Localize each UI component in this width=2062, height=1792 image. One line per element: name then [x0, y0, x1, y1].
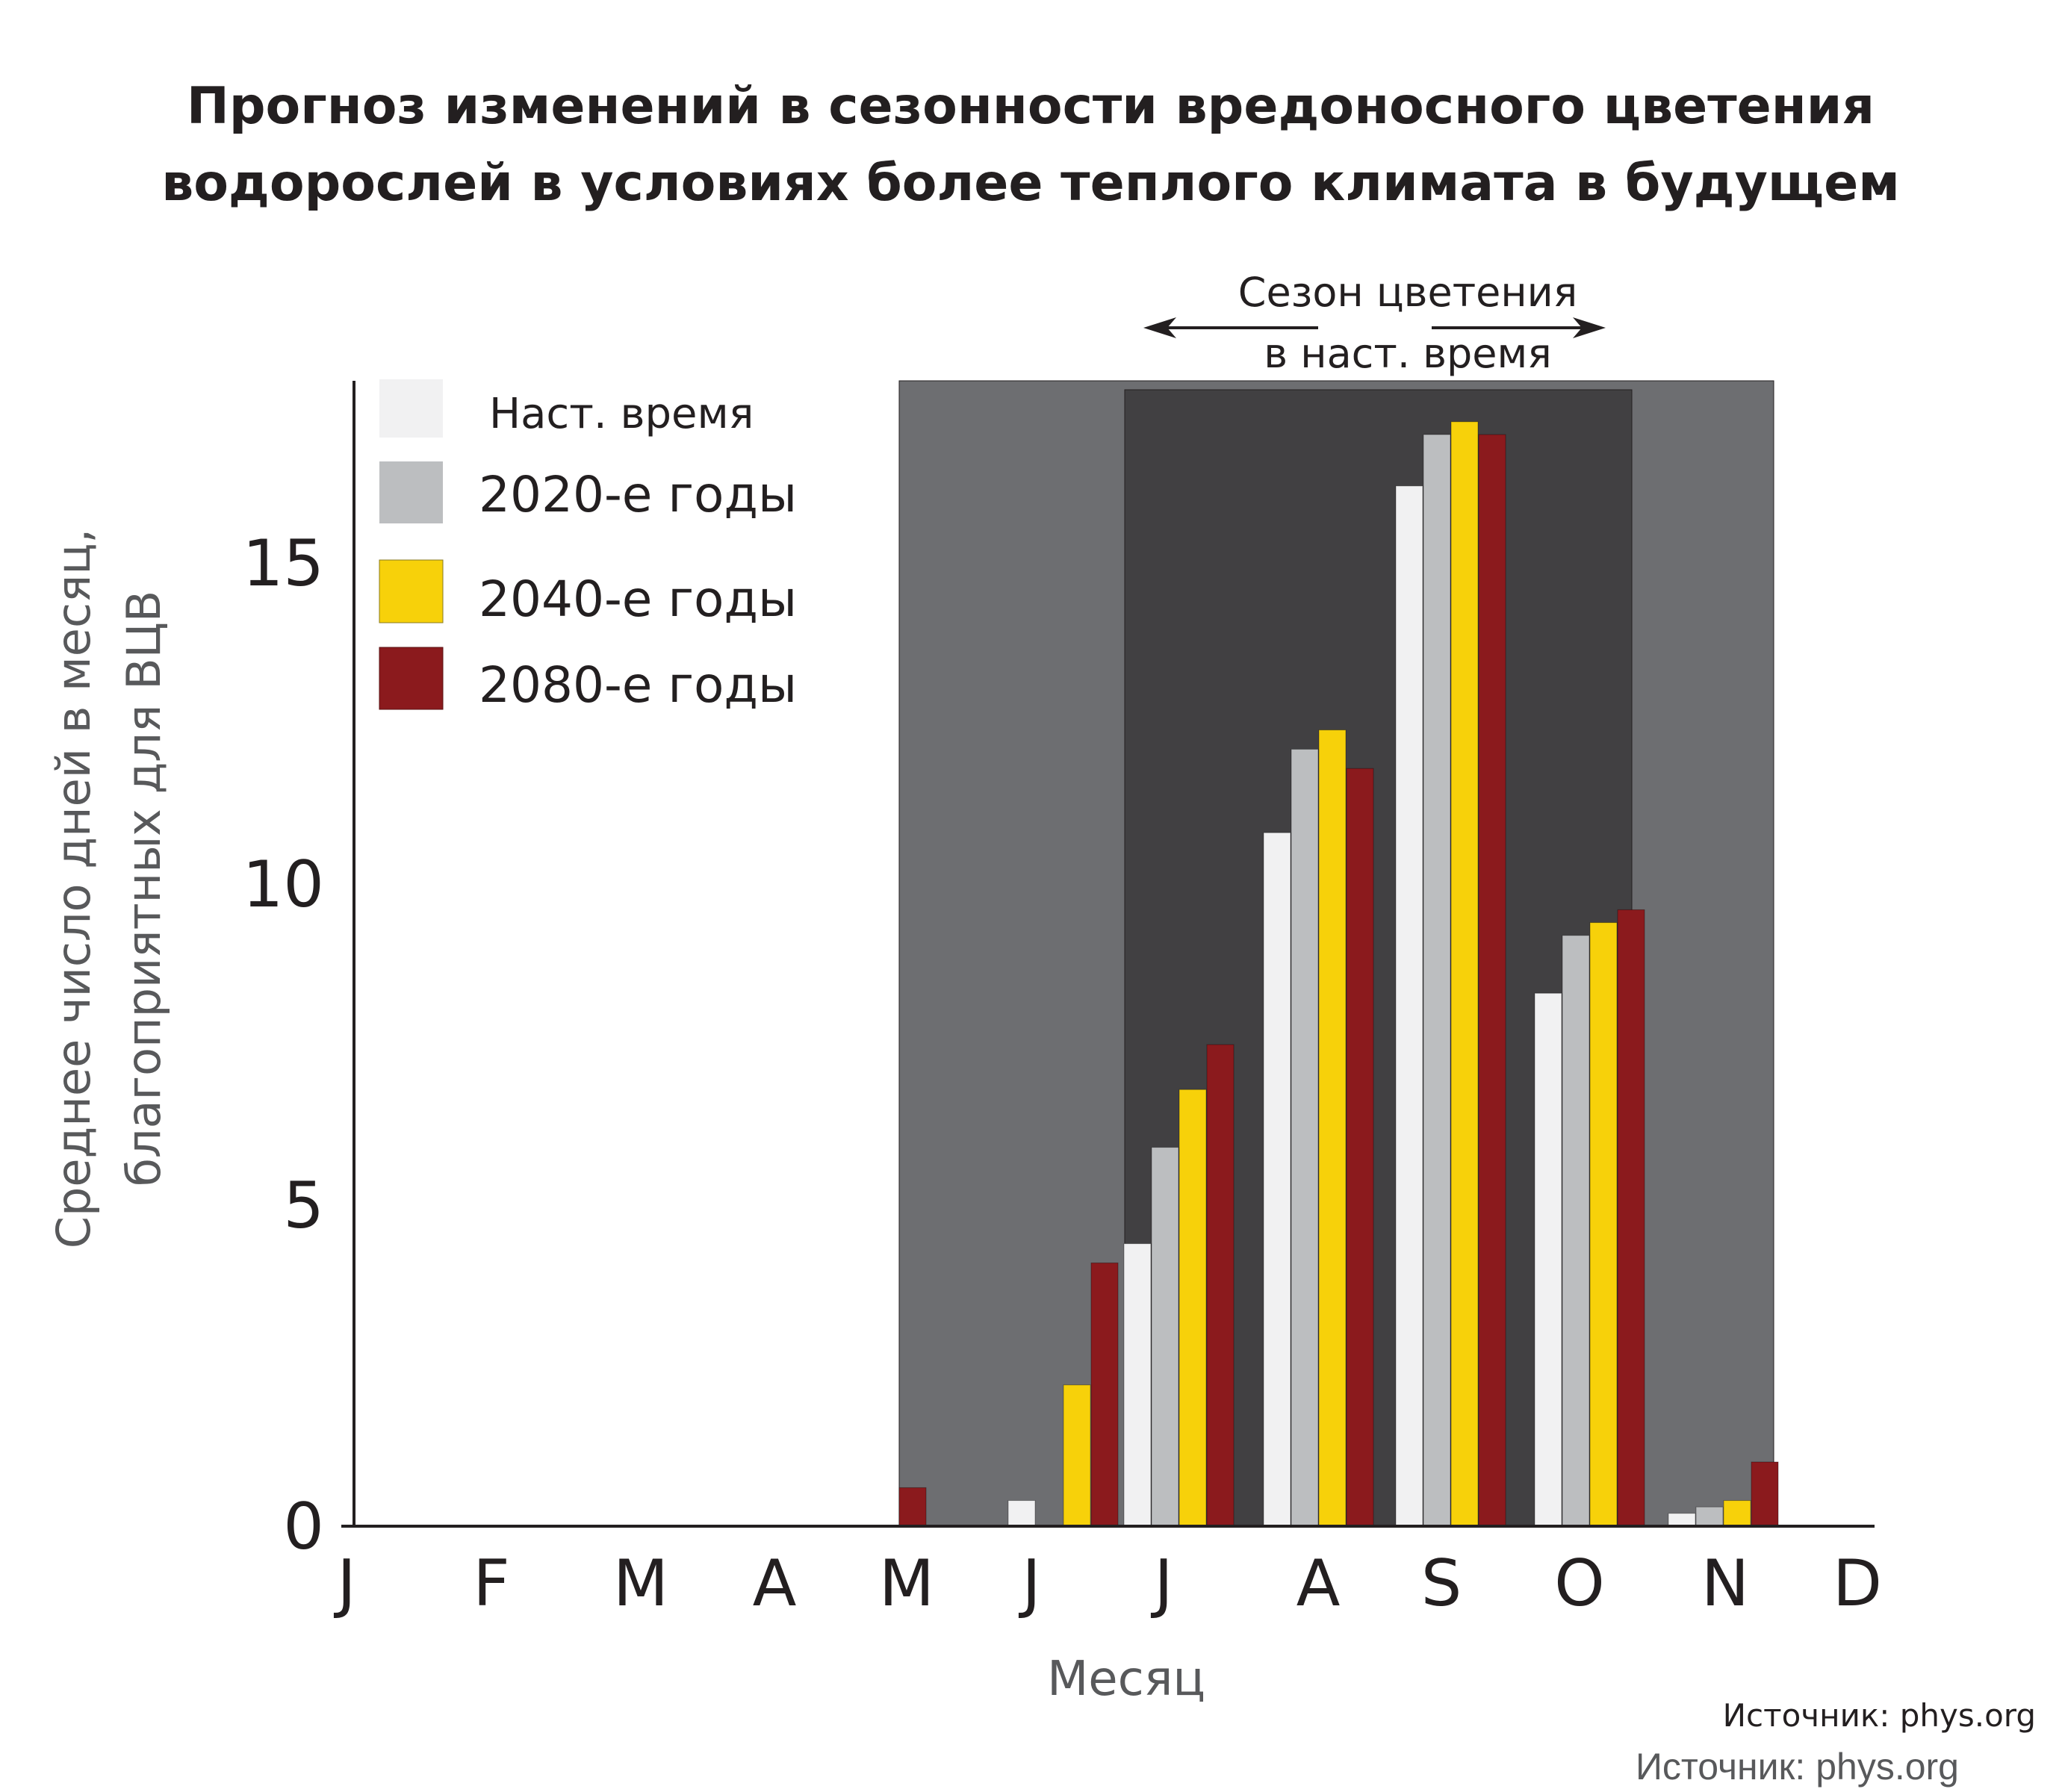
bar-j-6-series-3 — [1206, 1044, 1235, 1527]
chart-title-line-1: Прогноз изменений в сезонности вредоносн… — [187, 77, 1875, 136]
y-tick-labels: 0 5 10 15 — [243, 526, 324, 1564]
bar-n-10-series-3 — [1751, 1461, 1779, 1527]
x-tick-label: M — [613, 1546, 668, 1621]
y-axis-label-line-2: благоприятных для ВЦВ — [117, 591, 171, 1187]
legend-label-present: Наст. время — [489, 390, 754, 438]
y-tick-label: 0 — [283, 1490, 324, 1564]
bar-o-9-series-2 — [1589, 922, 1618, 1527]
bar-o-9-series-1 — [1562, 935, 1590, 1527]
bar-j-6-series-1 — [1151, 1147, 1179, 1527]
legend-label-2080s: 2080-е годы — [479, 656, 797, 714]
bar-s-8-series-1 — [1423, 434, 1451, 1527]
y-axis-label: Среднее число дней в месяц, благоприятны… — [46, 529, 171, 1248]
season-annotation: Сезон цветения в наст. время — [1143, 269, 1606, 377]
bar-n-10-series-1 — [1695, 1506, 1724, 1527]
bar-o-9-series-0 — [1534, 992, 1562, 1527]
bar-j-5-series-3 — [1090, 1262, 1119, 1527]
bar-m-4-series-3 — [898, 1487, 927, 1527]
chart-title-line-2: водорослей в условиях более теплого клим… — [161, 154, 1900, 213]
legend: Наст. время 2020-е годы 2040-е годы 2080… — [379, 379, 797, 714]
x-tick-label: F — [473, 1546, 509, 1621]
legend-label-2020s: 2020-е годы — [479, 466, 797, 523]
y-tick-label: 15 — [243, 526, 324, 601]
x-tick-label: D — [1833, 1546, 1882, 1621]
y-tick-label: 5 — [283, 1169, 324, 1243]
legend-swatch-2080s — [379, 647, 444, 710]
bar-n-10-series-2 — [1723, 1500, 1751, 1527]
annotation-line-2: в наст. время — [1264, 330, 1551, 377]
bar-s-8-series-3 — [1478, 434, 1506, 1527]
x-tick-label: M — [879, 1546, 934, 1621]
x-tick-label: A — [1296, 1546, 1341, 1621]
x-tick-label: A — [753, 1546, 797, 1621]
y-tick-label: 10 — [243, 847, 324, 922]
bar-n-10-series-0 — [1668, 1513, 1696, 1527]
legend-swatch-present — [379, 379, 443, 438]
bars — [898, 421, 1779, 1527]
left-arrow-icon — [1143, 317, 1176, 338]
x-tick-label: O — [1554, 1546, 1605, 1621]
source-text-2: Источник: phys.org — [1636, 1746, 1959, 1788]
x-tick-label: J — [1150, 1546, 1173, 1621]
bar-j-5-series-2 — [1063, 1384, 1091, 1527]
bar-a-7-series-1 — [1291, 748, 1319, 1527]
bar-j-5-series-0 — [1007, 1500, 1036, 1527]
bar-a-7-series-3 — [1346, 768, 1374, 1527]
bar-o-9-series-3 — [1617, 909, 1645, 1527]
x-tick-label: J — [1018, 1546, 1040, 1621]
x-tick-label: S — [1421, 1546, 1462, 1621]
bar-a-7-series-0 — [1263, 832, 1291, 1527]
legend-swatch-2020s — [379, 461, 443, 523]
bar-s-8-series-2 — [1450, 421, 1479, 1527]
source-text-1: Источник: phys.org — [1723, 1697, 2036, 1734]
legend-swatch-2040s — [379, 559, 444, 623]
y-axis-label-line-1: Среднее число дней в месяц, — [46, 529, 101, 1248]
x-tick-label: J — [333, 1546, 355, 1621]
annotation-line-1: Сезон цветения — [1238, 269, 1578, 316]
bar-a-7-series-2 — [1318, 729, 1347, 1527]
right-arrow-icon — [1573, 317, 1606, 338]
bar-s-8-series-0 — [1395, 485, 1423, 1527]
legend-label-2040s: 2040-е годы — [479, 570, 797, 628]
bar-j-6-series-0 — [1123, 1243, 1152, 1527]
bar-j-6-series-2 — [1178, 1089, 1207, 1527]
x-axis-label: Месяц — [1047, 1652, 1205, 1707]
x-tick-label: N — [1701, 1546, 1749, 1621]
